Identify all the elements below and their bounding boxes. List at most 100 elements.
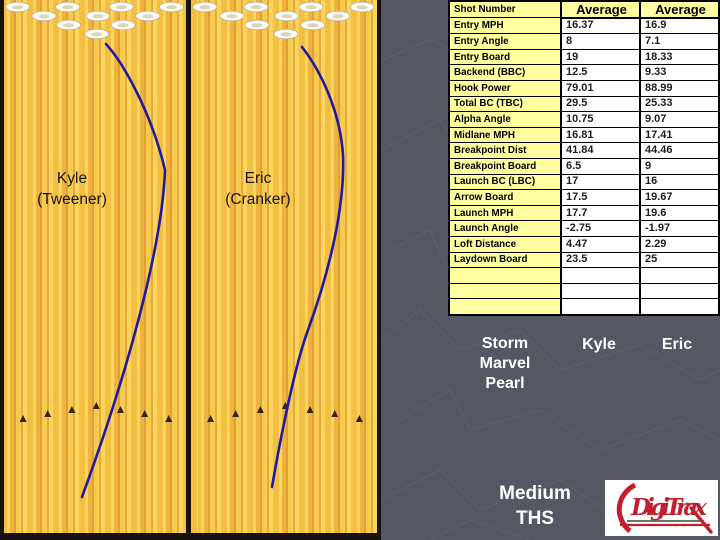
bowling-pin-crown (38, 14, 50, 19)
stat-value-cell-kyle[interactable]: 6.5 (560, 157, 641, 175)
table-row: Entry MPH 16.37 16.9 (448, 17, 720, 35)
bowling-pin-crown (250, 5, 262, 10)
table-row: Hook Power 79.01 88.99 (448, 79, 720, 97)
stat-value-cell-kyle[interactable]: 16.81 (560, 126, 641, 144)
stats-table-body: Shot Number Average Average Entry MPH 16.… (448, 0, 720, 316)
stat-value-cell-eric[interactable]: -1.97 (639, 220, 720, 237)
lane-arrow-icon (232, 410, 240, 417)
empty-value-cell[interactable] (560, 298, 641, 316)
stat-label-cell[interactable]: Entry Board (448, 48, 562, 66)
stat-value-cell-kyle[interactable]: 19 (560, 48, 641, 66)
table-row: Midlane MPH 16.81 17.41 (448, 126, 720, 144)
stat-value-cell-eric[interactable]: 16 (639, 173, 720, 191)
stat-label-cell[interactable]: Midlane MPH (448, 126, 562, 144)
stat-value-cell-kyle[interactable]: 16.37 (560, 17, 641, 35)
stat-label-cell[interactable]: Laydown Board (448, 251, 562, 269)
stat-label-cell[interactable]: Launch MPH (448, 204, 562, 222)
ball-path-eric (270, 45, 345, 489)
empty-value-cell[interactable] (639, 282, 720, 300)
column-header-average-2[interactable]: Average (639, 0, 720, 19)
bowling-pin-crown (91, 32, 103, 37)
stat-label-cell[interactable]: Breakpoint Dist (448, 142, 562, 159)
empty-label-cell[interactable] (448, 267, 562, 284)
lane-arrow-icon (44, 410, 52, 417)
stat-value-cell-kyle[interactable]: 17.5 (560, 189, 641, 206)
empty-value-cell[interactable] (639, 298, 720, 316)
stat-value-cell-eric[interactable]: 17.41 (639, 126, 720, 144)
bowling-pin-crown (115, 5, 127, 10)
stat-value-cell-eric[interactable]: 19.6 (639, 204, 720, 222)
stat-label-cell[interactable]: Entry Angle (448, 33, 562, 50)
stat-value-cell-eric[interactable]: 9.07 (639, 111, 720, 128)
stat-value-cell-kyle[interactable]: 8 (560, 33, 641, 50)
empty-label-cell[interactable] (448, 298, 562, 316)
empty-label-cell[interactable] (448, 282, 562, 300)
stat-value-cell-eric[interactable]: 19.67 (639, 189, 720, 206)
stat-label-cell[interactable]: Arrow Board (448, 189, 562, 206)
stat-label-cell[interactable]: Launch BC (LBC) (448, 173, 562, 191)
corner-cell[interactable]: Shot Number (448, 0, 562, 19)
table-row: Alpha Angle 10.75 9.07 (448, 111, 720, 128)
lane-arrow-icon (207, 415, 215, 422)
stat-value-cell-kyle[interactable]: 79.01 (560, 79, 641, 97)
lane-arrows-kyle (19, 402, 173, 422)
stat-value-cell-kyle[interactable]: 29.5 (560, 95, 641, 113)
stat-label-cell[interactable]: Entry MPH (448, 17, 562, 35)
stat-value-cell-kyle[interactable]: 17.7 (560, 204, 641, 222)
bowling-pin-crown (356, 5, 368, 10)
bowling-pin-crown (12, 5, 24, 10)
stat-label-cell[interactable]: Total BC (TBC) (448, 95, 562, 113)
shot-stats-table: Shot Number Average Average Entry MPH 16.… (448, 0, 720, 316)
stat-label-cell[interactable]: Launch Angle (448, 220, 562, 237)
lane-condition-label: Medium THS (499, 483, 571, 529)
bowling-pin-crown (226, 14, 238, 19)
stat-value-cell-eric[interactable]: 44.46 (639, 142, 720, 159)
stat-value-cell-eric[interactable]: 25 (639, 251, 720, 269)
column-header-average-1[interactable]: Average (560, 0, 641, 19)
stat-value-cell-kyle[interactable]: 41.84 (560, 142, 641, 159)
table-row: Entry Angle 8 7.1 (448, 33, 720, 50)
empty-table-row (448, 282, 720, 300)
stat-value-cell-kyle[interactable]: 12.5 (560, 64, 641, 81)
player-name-eric: Eric (245, 170, 272, 187)
stat-label-cell[interactable]: Alpha Angle (448, 111, 562, 128)
lane-arrow-icon (331, 410, 339, 417)
stat-value-cell-eric[interactable]: 16.9 (639, 17, 720, 35)
empty-value-cell[interactable] (560, 267, 641, 284)
stat-label-cell[interactable]: Hook Power (448, 79, 562, 97)
lane-kyle (4, 0, 186, 533)
stat-value-cell-kyle[interactable]: 10.75 (560, 111, 641, 128)
player-style-eric: (Cranker) (225, 191, 290, 208)
stat-label-cell[interactable]: Breakpoint Board (448, 157, 562, 175)
table-row: Entry Board 19 18.33 (448, 48, 720, 66)
logo-swoosh (616, 482, 637, 533)
stat-value-cell-kyle[interactable]: 23.5 (560, 251, 641, 269)
table-row: Launch BC (LBC) 17 16 (448, 173, 720, 191)
table-row: Laydown Board 23.5 25 (448, 251, 720, 269)
stat-value-cell-kyle[interactable]: -2.75 (560, 220, 641, 237)
stat-value-cell-kyle[interactable]: 4.47 (560, 235, 641, 253)
stat-value-cell-eric[interactable]: 7.1 (639, 33, 720, 50)
stat-value-cell-eric[interactable]: 9 (639, 157, 720, 175)
bowling-pin-crown (307, 23, 319, 28)
column-player-label-kyle: Kyle (582, 336, 616, 353)
stat-value-cell-eric[interactable]: 9.33 (639, 64, 720, 81)
stat-value-cell-eric[interactable]: 25.33 (639, 95, 720, 113)
empty-value-cell[interactable] (639, 267, 720, 284)
stat-value-cell-kyle[interactable]: 17 (560, 173, 641, 191)
stat-value-cell-eric[interactable]: 88.99 (639, 79, 720, 97)
lane-arrow-icon (256, 406, 264, 413)
table-row: Arrow Board 17.5 19.67 (448, 189, 720, 206)
table-row: Backend (BBC) 12.5 9.33 (448, 64, 720, 81)
digitrax-logo: DigiTrax (605, 480, 718, 536)
empty-value-cell[interactable] (560, 282, 641, 300)
bowling-pin-crown (332, 14, 344, 19)
ball-name-label: Storm Marvel Pearl (479, 335, 531, 392)
stat-label-cell[interactable]: Backend (BBC) (448, 64, 562, 81)
stat-label-cell[interactable]: Loft Distance (448, 235, 562, 253)
lane-arrow-icon (19, 415, 27, 422)
stat-value-cell-eric[interactable]: 2.29 (639, 235, 720, 253)
bowling-pin-crown (165, 5, 178, 10)
lane-arrow-icon (355, 415, 363, 422)
stat-value-cell-eric[interactable]: 18.33 (639, 48, 720, 66)
